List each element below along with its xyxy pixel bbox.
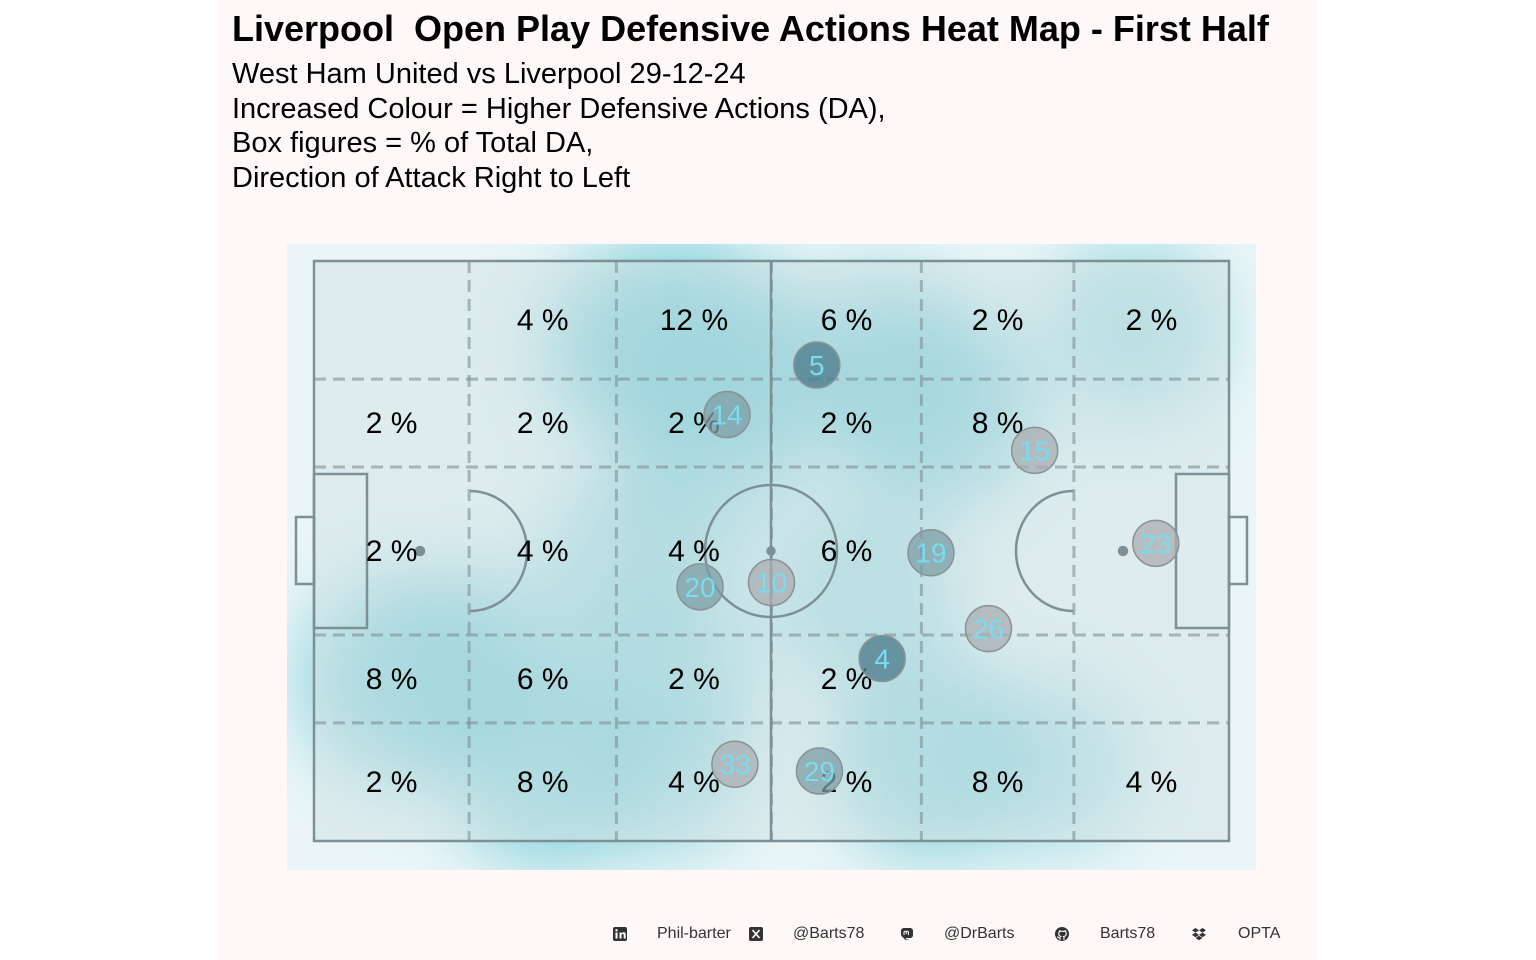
zone-percent-label: 4 %: [1126, 766, 1178, 799]
left-goal: [294, 515, 316, 586]
player-number: 5: [809, 350, 825, 381]
player-marker-10: 10: [747, 558, 796, 607]
github-icon: [1055, 927, 1069, 941]
zone-percent-label: 8 %: [972, 766, 1024, 799]
player-marker-33: 33: [711, 740, 759, 788]
player-marker-29: 29: [795, 747, 844, 795]
player-circle: [703, 390, 751, 439]
player-number: 10: [756, 568, 787, 599]
right-penalty-arc: [1014, 489, 1074, 613]
player-circle: [795, 747, 844, 795]
player-marker-15: 15: [1010, 426, 1059, 475]
zone-percent-label: 2 %: [668, 663, 720, 696]
zone-percent-label: 12 %: [660, 304, 728, 337]
zone-percent-label: 4 %: [517, 535, 569, 568]
footer-data-source-label: OPTA: [1238, 925, 1281, 942]
zone-percent-label: 2 %: [821, 407, 873, 440]
subtitle-direction-note: Direction of Attack Right to Left: [232, 162, 631, 194]
player-circle: [676, 563, 724, 611]
player-marker-20: 20: [676, 563, 724, 611]
subtitle-match: West Ham United vs Liverpool 29-12-24: [232, 58, 746, 90]
centre-spot: [766, 546, 776, 556]
player-marker-4: 4: [858, 634, 906, 683]
player-number: 14: [711, 400, 742, 431]
zone-percent-label: 2 %: [517, 407, 569, 440]
zone-percent-label: 4 %: [517, 304, 569, 337]
footer-x-label: @Barts78: [793, 925, 865, 942]
zone-percent-label: 8 %: [972, 407, 1024, 440]
player-number: 15: [1019, 435, 1050, 466]
player-circle: [964, 604, 1013, 653]
zone-percent-label: 6 %: [821, 304, 873, 337]
zone-percent-label: 2 %: [366, 407, 418, 440]
zone-percent-label: 8 %: [366, 663, 418, 696]
player-number: 20: [684, 572, 715, 603]
zone-percent-label: 2 %: [366, 535, 418, 568]
footer-linkedin-label: Phil-barter: [657, 925, 731, 942]
player-number: 29: [804, 756, 835, 787]
zone-percent-label: 8 %: [517, 766, 569, 799]
zone-percent-label: 4 %: [668, 766, 720, 799]
player-marker-14: 14: [703, 390, 751, 439]
left-penalty-spot: [414, 545, 426, 557]
zone-percent-label: 2 %: [1126, 304, 1178, 337]
player-circle: [793, 341, 841, 389]
player-markers: 5 14 15 23 19 20 10 26 4 33 29: [676, 341, 1180, 795]
player-circle: [747, 558, 796, 607]
footer-github-label: Barts78: [1100, 925, 1156, 942]
right-penalty-spot: [1117, 545, 1129, 557]
player-number: 4: [874, 643, 890, 674]
linkedin-icon: [613, 927, 627, 941]
x-twitter-icon: [749, 927, 763, 941]
mastodon-icon: [901, 928, 913, 941]
zone-percent-label: 2 %: [366, 766, 418, 799]
player-marker-19: 19: [907, 528, 955, 577]
player-number: 19: [915, 538, 946, 569]
player-marker-26: 26: [964, 604, 1013, 653]
subtitle-box-note: Box figures = % of Total DA,: [232, 127, 594, 159]
footer-mastodon-label: @DrBarts: [944, 925, 1015, 942]
subtitle-colour-note: Increased Colour = Higher Defensive Acti…: [232, 93, 886, 125]
player-circle: [907, 528, 955, 577]
player-marker-5: 5: [793, 341, 841, 389]
pitch-markings: [294, 259, 1249, 843]
chart-title: Liverpool Open Play Defensive Actions He…: [232, 8, 1269, 49]
left-penalty-arc: [469, 489, 529, 613]
player-number: 23: [1140, 528, 1171, 559]
zone-percent-label: 4 %: [668, 535, 720, 568]
player-circle: [1132, 519, 1180, 568]
zone-percent-label: 2 %: [972, 304, 1024, 337]
dropbox-icon: [1192, 928, 1206, 941]
right-goal: [1227, 515, 1249, 586]
player-number: 33: [719, 749, 750, 780]
player-marker-23: 23: [1132, 519, 1180, 568]
centre-circle: [703, 483, 839, 619]
player-circle: [711, 740, 759, 788]
zone-percent-label: 6 %: [821, 535, 873, 568]
player-circle: [858, 634, 906, 683]
player-number: 26: [973, 614, 1004, 645]
zone-percent-label: 6 %: [517, 663, 569, 696]
player-circle: [1010, 426, 1059, 475]
